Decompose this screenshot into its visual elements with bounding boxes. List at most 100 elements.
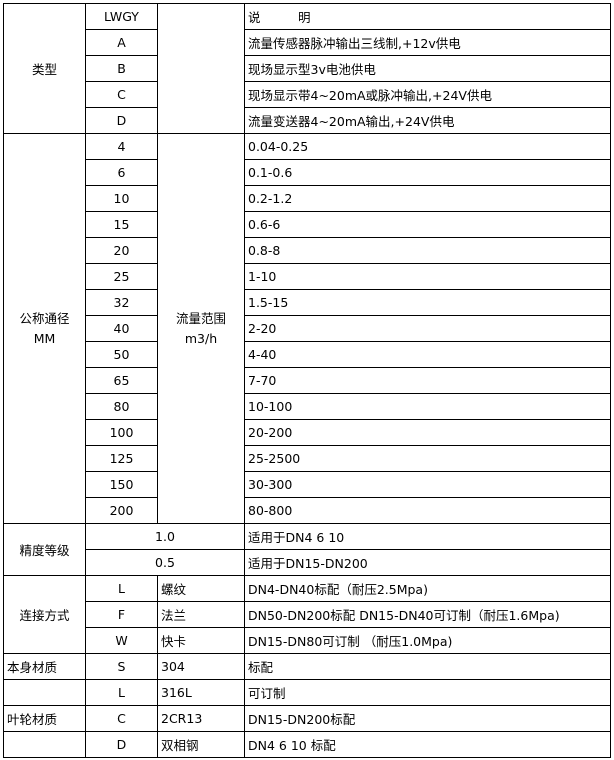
size-label: 公称通径 MM [3, 133, 86, 524]
table-row: 20 0.8-8 [4, 237, 611, 264]
type-code: C [85, 81, 158, 108]
impeller-desc: DN4 6 10 标配 [244, 731, 611, 758]
table-row: 200 80-800 [4, 497, 611, 524]
table-row: L 316L 可订制 [3, 679, 611, 706]
flow-range-label: 流量范围 m3/h [157, 133, 245, 524]
connection-name: 螺纹 [157, 575, 245, 602]
type-code: B [85, 55, 158, 82]
flow-range: 7-70 [244, 367, 611, 394]
model-header: LWGY [85, 3, 158, 30]
size-dn: 6 [85, 159, 158, 186]
accuracy-desc: 适用于DN15-DN200 [244, 549, 611, 576]
table-row: 叶轮材质 C 2CR13 DN15-DN200标配 [3, 705, 611, 732]
table-row: A 流量传感器脉冲输出三线制,+12v供电 [4, 29, 611, 56]
table-row: C 现场显示带4~20mA或脉冲输出,+24V供电 [4, 81, 611, 108]
body-name: 304 [157, 653, 245, 680]
impeller-code: C [85, 705, 158, 732]
connection-code: W [85, 627, 158, 654]
size-dn: 200 [85, 497, 158, 524]
table-row: 本身材质 S 304 标配 [3, 653, 611, 680]
flow-range: 0.6-6 [244, 211, 611, 238]
flow-range: 2-20 [244, 315, 611, 342]
connection-code: L [85, 575, 158, 602]
connection-name: 法兰 [157, 601, 245, 628]
table-row: 150 30-300 [4, 471, 611, 498]
body-code: L [85, 679, 158, 706]
table-row: B 现场显示型3v电池供电 [4, 55, 611, 82]
size-dn: 32 [85, 289, 158, 316]
impeller-code: D [85, 731, 158, 758]
table-row: 125 25-2500 [4, 445, 611, 472]
cell-text: MM [33, 330, 56, 346]
body-desc: 可订制 [244, 679, 611, 706]
body-code: S [85, 653, 158, 680]
flow-range: 20-200 [244, 419, 611, 446]
body-name: 316L [157, 679, 245, 706]
cell-text: 流量范围 [175, 310, 226, 326]
spec-table: 类型 LWGY 说 明 A 流量传感器脉冲输出三线制,+12v供电 B 现场显示型3v电池供… [3, 3, 611, 758]
connection-label: 连接方式 [3, 575, 86, 654]
table-row: D 双相钢 DN4 6 10 标配 [3, 731, 611, 758]
flow-range: 25-2500 [244, 445, 611, 472]
size-dn: 4 [85, 133, 158, 160]
cell-text: 公称通径 [19, 310, 70, 326]
cell-text: m3/h [184, 330, 218, 346]
flow-range: 1.5-15 [244, 289, 611, 316]
size-dn: 25 [85, 263, 158, 290]
table-row: W 快卡 DN15-DN80可订制 （耐压1.0Mpa) [4, 627, 611, 654]
size-dn: 50 [85, 341, 158, 368]
flow-range: 0.8-8 [244, 237, 611, 264]
table-row: 65 7-70 [4, 367, 611, 394]
table-row: 100 20-200 [4, 419, 611, 446]
impeller-label [3, 731, 86, 758]
impeller-label: 叶轮材质 [3, 705, 86, 732]
table-row: 40 2-20 [4, 315, 611, 342]
connection-code: F [85, 601, 158, 628]
table-row: 连接方式 L 螺纹 DN4-DN40标配（耐压2.5Mpa) [3, 575, 611, 654]
table-row: 25 1-10 [4, 263, 611, 290]
empty-cell [157, 3, 245, 134]
size-dn: 40 [85, 315, 158, 342]
flow-range: 0.1-0.6 [244, 159, 611, 186]
impeller-name: 2CR13 [157, 705, 245, 732]
flow-range: 80-800 [244, 497, 611, 524]
connection-desc: DN50-DN200标配 DN15-DN40可订制（耐压1.6Mpa) [244, 601, 611, 628]
table-row: 公称通径 MM 4 流量范围 m3/h 0.04-0.25 [3, 133, 611, 524]
flow-range: 4-40 [244, 341, 611, 368]
accuracy-grade: 0.5 [85, 549, 245, 576]
type-code: A [85, 29, 158, 56]
type-desc: 流量变送器4~20mA输出,+24V供电 [244, 107, 611, 134]
body-desc: 标配 [244, 653, 611, 680]
accuracy-grade: 1.0 [85, 523, 245, 550]
size-dn: 100 [85, 419, 158, 446]
size-dn: 10 [85, 185, 158, 212]
connection-desc: DN15-DN80可订制 （耐压1.0Mpa) [244, 627, 611, 654]
impeller-name: 双相钢 [157, 731, 245, 758]
table-row: 0.5 适用于DN15-DN200 [4, 549, 611, 576]
table-row: F 法兰 DN50-DN200标配 DN15-DN40可订制（耐压1.6Mpa) [4, 601, 611, 628]
table-row: 6 0.1-0.6 [4, 159, 611, 186]
impeller-desc: DN15-DN200标配 [244, 705, 611, 732]
type-code: D [85, 107, 158, 134]
accuracy-label: 精度等级 [3, 523, 86, 576]
body-label: 本身材质 [3, 653, 86, 680]
type-desc: 现场显示带4~20mA或脉冲输出,+24V供电 [244, 81, 611, 108]
accuracy-desc: 适用于DN4 6 10 [244, 523, 611, 550]
table-row: 15 0.6-6 [4, 211, 611, 238]
size-dn: 65 [85, 367, 158, 394]
desc-header: 说 明 [244, 3, 611, 30]
table-row: 80 10-100 [4, 393, 611, 420]
flow-range: 30-300 [244, 471, 611, 498]
size-dn: 150 [85, 471, 158, 498]
body-label [3, 679, 86, 706]
table-row: 32 1.5-15 [4, 289, 611, 316]
type-desc: 流量传感器脉冲输出三线制,+12v供电 [244, 29, 611, 56]
table-row: 10 0.2-1.2 [4, 185, 611, 212]
table-row: 50 4-40 [4, 341, 611, 368]
table-row: D 流量变送器4~20mA输出,+24V供电 [4, 107, 611, 134]
table-row: 类型 LWGY 说 明 [3, 3, 611, 134]
connection-name: 快卡 [157, 627, 245, 654]
flow-range: 10-100 [244, 393, 611, 420]
flow-range: 1-10 [244, 263, 611, 290]
table-row: 精度等级 1.0 适用于DN4 6 10 [3, 523, 611, 576]
